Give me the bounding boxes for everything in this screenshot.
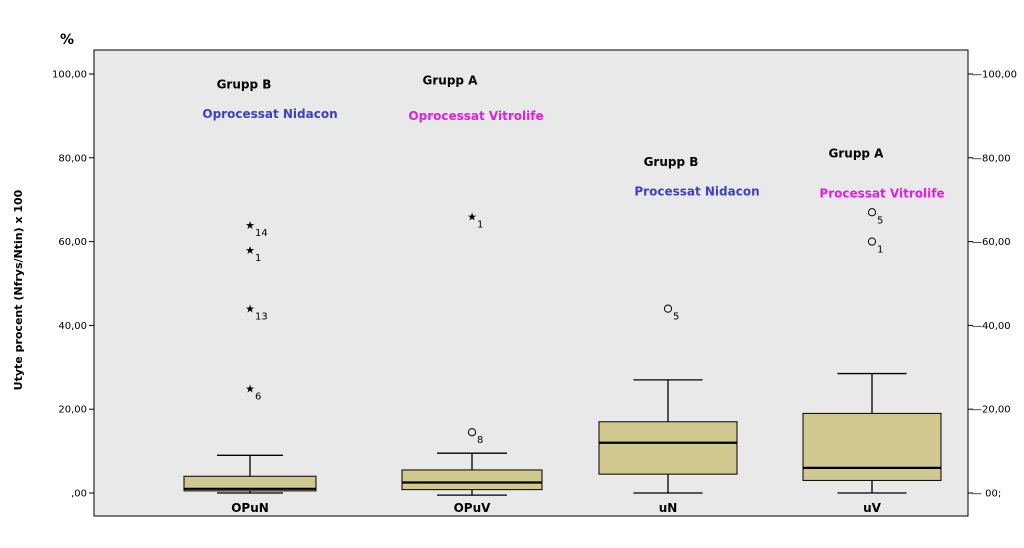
y-tick-left-label: 40,00 [58,321,87,332]
outlier-label: 1 [255,253,261,264]
y-tick-right-label: —20,00 [972,405,1011,416]
y-tick-left-label: 20,00 [58,405,87,416]
x-tick-label: uV [863,501,882,515]
y-tick-right-label: —60,00 [972,237,1011,248]
outlier-label: 1 [477,219,483,230]
annotation-label: Oprocessat Vitrolife [408,109,543,123]
outlier-star-icon: ★ [245,244,255,257]
box-un: 5 uN [598,304,738,515]
outlier-label: 5 [877,215,883,226]
annotation-group: Grupp B [217,77,272,91]
outlier-star-icon: ★ [245,219,255,232]
x-tick-label: uN [659,501,678,515]
annotation-group: Grupp B [644,155,699,169]
outlier-circle-icon [867,208,877,217]
box-iqr [802,412,942,481]
box-iqr [598,421,738,475]
outlier-star-icon: ★ [467,210,477,223]
box-opuv: ★1 8 OPuV [401,210,543,515]
y-tick-right-label: —100,00 [972,70,1017,81]
y-tick-right-label: —40,00 [972,321,1011,332]
outlier-label: 13 [255,312,268,323]
outlier-label: 5 [673,312,679,323]
annotation-group: Grupp A [829,147,885,161]
outlier-circle-icon [467,428,477,437]
outlier-circle-icon [867,237,877,246]
y-tick-left-label: 80,00 [58,153,87,164]
annotation-group: Grupp A [423,73,479,87]
unit-label: % [60,32,74,48]
x-tick-label: OPuV [454,501,492,515]
y-tick-left-label: 60,00 [58,237,87,248]
outlier-label: 14 [255,228,268,239]
annotation-label: Processat Vitrolife [819,186,944,200]
annotation-label: Processat Nidacon [634,184,759,198]
outlier-circle-icon [663,304,673,313]
outlier-label: 8 [477,435,483,446]
box-iqr [183,475,317,492]
y-tick-left-label: 100,00 [52,70,87,81]
outlier-star-icon: ★ [245,382,255,395]
axis-ticks: ,00 20,00 40,00 60,00 80,00 100,00 — 00; —20,00… [52,70,1017,500]
x-tick-label: OPuN [231,501,269,515]
annotations: Grupp B Oprocessat Nidacon Grupp A Oprocess… [202,73,944,200]
outlier-label: 1 [877,245,883,256]
outlier-label: 6 [255,391,261,402]
box-iqr [401,469,543,491]
y-tick-right-label: — 00; [972,489,1001,500]
y-axis-label: Utyte procent (Nfrys/Ntin) x 100 [12,189,25,390]
box-uv: 5 1 uV [802,208,942,515]
y-tick-left-label: ,00 [71,489,87,500]
outlier-star-icon: ★ [245,303,255,316]
y-tick-right-label: —80,00 [972,153,1011,164]
annotation-label: Oprocessat Nidacon [202,107,337,121]
